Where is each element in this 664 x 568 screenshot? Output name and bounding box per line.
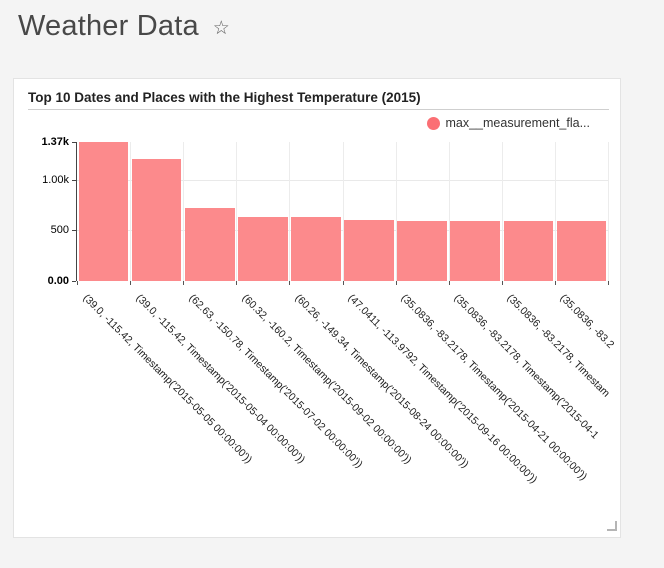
x-axis-tick: [342, 281, 344, 285]
resize-handle-icon[interactable]: [607, 521, 617, 531]
bar-chart-plot-area: 1.37k 1.00k 500 0.00 (39.0, -115.42, Timesta…: [41, 136, 616, 486]
x-gridline: [448, 142, 450, 281]
bar[interactable]: [556, 220, 607, 281]
x-axis-tick: [501, 281, 503, 285]
x-gridline: [130, 142, 132, 281]
y-axis-label: 0.00: [47, 275, 69, 287]
x-axis-label: (35.0836, -83.2: [557, 292, 617, 351]
x-gridline: [236, 142, 238, 281]
legend-marker-icon: [427, 116, 441, 130]
bar[interactable]: [78, 142, 129, 281]
legend-item[interactable]: max__measurement_fla...: [427, 116, 590, 130]
x-axis-tick: [395, 281, 397, 285]
y-axis-tick: [72, 230, 76, 232]
page-title: Weather Data: [18, 10, 199, 42]
x-axis-tick: [77, 281, 78, 285]
favorite-star-icon[interactable]: ☆: [212, 18, 230, 39]
y-axis-tick: [72, 179, 76, 181]
chart-card: Top 10 Dates and Places with the Highest…: [13, 78, 621, 538]
y-axis-tick: [72, 142, 76, 143]
x-axis-tick: [554, 281, 556, 285]
x-axis-label: (47.0411, -113.9792, Timestamp('2015-09-…: [345, 292, 540, 486]
x-axis-tick: [289, 281, 291, 285]
legend-label: max__measurement_fla...: [445, 116, 590, 130]
x-axis-tick: [236, 281, 238, 285]
x-axis-tick: [183, 281, 185, 285]
page-header: Weather Data ☆: [18, 10, 230, 43]
x-gridline: [395, 142, 397, 281]
x-gridline: [289, 142, 291, 281]
bar[interactable]: [238, 216, 288, 281]
x-gridline: [501, 142, 503, 281]
x-axis-tick: [448, 281, 450, 285]
x-gridline: [342, 142, 344, 281]
x-gridline: [608, 142, 609, 281]
x-gridline: [554, 142, 556, 281]
x-axis-tick: [608, 281, 609, 285]
y-axis-label: 500: [50, 224, 69, 237]
bar[interactable]: [397, 220, 447, 281]
bar[interactable]: [131, 158, 182, 281]
bar[interactable]: [291, 217, 341, 281]
bar[interactable]: [450, 220, 501, 281]
chart-title: Top 10 Dates and Places with the Highest…: [28, 90, 421, 105]
x-axis-label: (35.0836, -83.2178, Timestamp('2015-04-2…: [398, 292, 590, 483]
y-axis-label: 1.37k: [41, 136, 69, 148]
bar[interactable]: [184, 207, 235, 281]
y-axis-line: [76, 142, 77, 281]
x-axis-label: (35.0836, -83.2178, Timestam: [504, 292, 613, 400]
x-axis-tick: [130, 281, 132, 285]
bar[interactable]: [503, 220, 554, 281]
y-axis-tick: [72, 281, 76, 282]
title-divider: [28, 109, 609, 110]
y-axis-label: 1.00k: [42, 173, 69, 186]
bar[interactable]: [344, 220, 394, 281]
x-gridline: [183, 142, 185, 281]
